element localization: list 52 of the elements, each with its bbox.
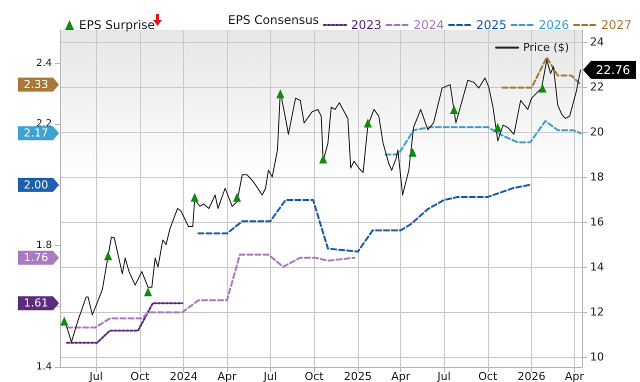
- point: [494, 122, 502, 132]
- x-tick-label: 2026: [518, 370, 546, 382]
- point: [104, 251, 112, 260]
- x-tick-label: Apr: [564, 370, 584, 382]
- y-tick-label: 2.4: [36, 58, 52, 69]
- y2-tick-label: 22: [590, 80, 604, 94]
- text: 22.76: [596, 62, 630, 77]
- x-tick-label: Jul: [88, 370, 103, 382]
- y2-tick-label: 18: [590, 170, 604, 184]
- y2-tick-label: 12: [590, 306, 604, 319]
- legend-label: 2026: [538, 18, 570, 32]
- line-series: [384, 120, 582, 156]
- x-tick-label: Apr: [391, 370, 411, 382]
- x-tick-label: Oct: [130, 370, 150, 382]
- text: 2.33: [24, 78, 48, 92]
- point: [190, 192, 199, 202]
- text: 1.61: [24, 296, 48, 310]
- point: [233, 192, 242, 202]
- legend-label: 2025: [476, 18, 507, 32]
- text: 1.76: [24, 251, 48, 264]
- x-tick-label: 2025: [344, 370, 372, 382]
- legend-label: 2023: [351, 18, 382, 32]
- y2-tick-label: 24: [590, 35, 604, 48]
- point: [408, 148, 417, 157]
- y2-tick-label: 14: [590, 260, 604, 274]
- line-series: [197, 184, 532, 253]
- x-tick-label: 2024: [170, 370, 198, 382]
- point: [144, 287, 152, 296]
- point: [450, 104, 458, 114]
- legend-label: 2024: [414, 18, 444, 32]
- point: [538, 84, 547, 93]
- y2-tick-label: 20: [590, 125, 604, 138]
- y-tick-label: 1.8: [36, 240, 52, 252]
- legend-label: 2027: [601, 18, 632, 32]
- legend-title: EPS Consensus: [228, 13, 319, 27]
- y2-tick-label: 10: [590, 350, 604, 364]
- point: [60, 316, 68, 326]
- point: [319, 154, 328, 164]
- text: 2.00: [24, 178, 48, 192]
- y-tick-label: 1.4: [36, 362, 52, 372]
- x-tick-label: Apr: [218, 370, 238, 382]
- x-tick-label: Oct: [478, 370, 498, 382]
- line-series: [502, 56, 582, 89]
- y2-tick-label: 16: [590, 216, 604, 229]
- legend-label: EPS Surprise: [79, 18, 155, 32]
- x-tick-label: Jul: [262, 370, 277, 382]
- x-tick-label: Jul: [436, 370, 451, 382]
- legend-label: Price ($): [523, 41, 570, 54]
- point: [364, 118, 372, 128]
- x-tick-label: Oct: [304, 370, 324, 382]
- line-series: [66, 254, 356, 329]
- point: [276, 89, 284, 98]
